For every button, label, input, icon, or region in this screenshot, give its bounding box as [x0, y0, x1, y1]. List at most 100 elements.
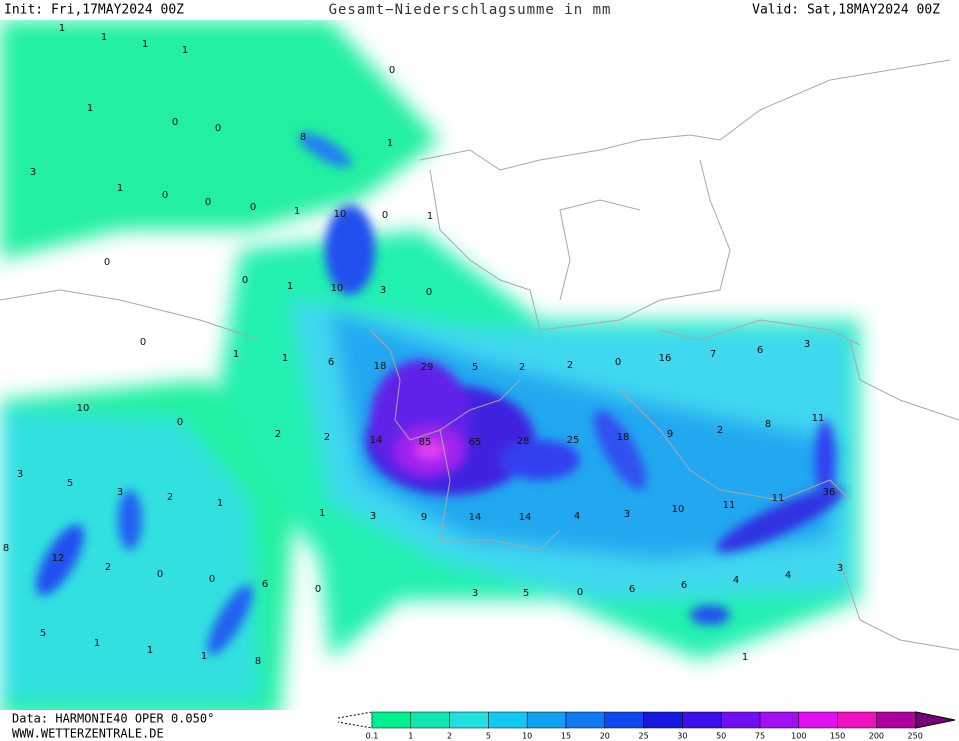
map-value-label: 1 — [427, 211, 433, 222]
legend-label: 150 — [830, 732, 845, 741]
map-value-label: 10 — [672, 504, 685, 515]
map-value-label: 6 — [629, 584, 635, 595]
map-value-label: 3 — [30, 167, 36, 178]
map-value-label: 18 — [374, 361, 387, 372]
map-value-label: 6 — [328, 357, 334, 368]
map-value-label: 5 — [523, 588, 529, 599]
legend-label: 2 — [447, 732, 452, 741]
map-value-label: 14 — [469, 512, 482, 523]
legend-swatch — [371, 711, 412, 729]
legend-label: 100 — [791, 732, 806, 741]
map-value-label: 14 — [519, 512, 532, 523]
map-value-label: 0 — [315, 584, 321, 595]
legend-label: 0.1 — [366, 732, 379, 741]
map-value-label: 4 — [785, 570, 791, 581]
map-value-label: 0 — [382, 210, 388, 221]
map-title: Gesamt−Niederschlagsumme in mm — [329, 2, 612, 18]
legend-label: 20 — [600, 732, 610, 741]
map-value-label: 1 — [387, 138, 393, 149]
map-value-label: 2 — [717, 425, 723, 436]
map-value-label: 8 — [765, 419, 771, 430]
map-value-label: 4 — [574, 511, 580, 522]
map-value-label: 85 — [419, 437, 432, 448]
map-value-label: 3 — [804, 339, 810, 350]
map-value-label: 16 — [659, 353, 672, 364]
map-value-label: 5 — [472, 362, 478, 373]
map-value-label: 1 — [742, 652, 748, 663]
map-value-label: 2 — [567, 360, 573, 371]
legend-label: 50 — [716, 732, 726, 741]
map-value-label: 2 — [167, 492, 173, 503]
legend-label: 25 — [639, 732, 649, 741]
map-value-label: 1 — [147, 645, 153, 656]
map-value-label: 29 — [421, 362, 434, 373]
legend-swatch — [837, 711, 877, 729]
map-value-label: 3 — [370, 511, 376, 522]
map-value-label: 65 — [469, 437, 482, 448]
map-value-label: 8 — [300, 132, 306, 143]
map-value-label: 0 — [389, 65, 395, 76]
map-value-label: 3 — [624, 509, 630, 520]
map-value-label: 7 — [710, 349, 716, 360]
map-value-label: 3 — [17, 469, 23, 480]
legend-swatch — [876, 711, 916, 729]
map-value-label: 9 — [667, 429, 673, 440]
legend-label: 10 — [522, 732, 532, 741]
legend-swatch — [410, 711, 450, 729]
map-value-label: 5 — [40, 628, 46, 639]
map-value-label: 2 — [275, 429, 281, 440]
map — [0, 20, 959, 710]
legend-label: 15 — [561, 732, 571, 741]
map-value-label: 10 — [331, 283, 344, 294]
legend-swatch — [526, 711, 567, 729]
valid-time: Valid: Sat,18MAY2024 00Z — [752, 3, 940, 18]
website: WWW.WETTERZENTRALE.DE — [12, 727, 164, 741]
map-value-label: 25 — [567, 435, 580, 446]
map-value-label: 0 — [140, 337, 146, 348]
map-value-label: 2 — [105, 562, 111, 573]
map-value-label: 8 — [255, 656, 261, 667]
map-value-label: 0 — [205, 197, 211, 208]
legend-swatch — [720, 711, 761, 729]
legend-swatch — [759, 711, 800, 729]
map-value-label: 6 — [262, 579, 268, 590]
map-value-label: 6 — [681, 580, 687, 591]
legend-swatch — [643, 711, 683, 729]
map-value-label: 1 — [217, 498, 223, 509]
map-value-label: 1 — [201, 651, 207, 662]
map-value-label: 1 — [233, 349, 239, 360]
map-value-label: 14 — [370, 435, 383, 446]
map-value-label: 1 — [182, 45, 188, 56]
legend-swatch — [604, 711, 644, 729]
map-value-label: 1 — [319, 508, 325, 519]
legend-swatch — [488, 711, 528, 729]
map-value-label: 5 — [67, 478, 73, 489]
map-value-label: 1 — [287, 281, 293, 292]
legend-label: 30 — [677, 732, 687, 741]
map-value-label: 0 — [104, 257, 110, 268]
legend-label: 1 — [408, 732, 413, 741]
legend-label: 200 — [869, 732, 884, 741]
map-value-label: 0 — [162, 190, 168, 201]
map-value-label: 1 — [142, 39, 148, 50]
legend-swatch — [682, 711, 722, 729]
map-value-label: 2 — [324, 432, 330, 443]
map-value-label: 6 — [757, 345, 763, 356]
map-value-label: 12 — [52, 553, 65, 564]
map-value-label: 0 — [172, 117, 178, 128]
map-value-label: 1 — [59, 23, 65, 34]
map-value-label: 4 — [733, 575, 739, 586]
legend-swatch — [449, 711, 489, 729]
map-value-label: 0 — [177, 417, 183, 428]
map-value-label: 8 — [3, 543, 9, 554]
color-legend: 0.1 1 2 5 10 15 20 25 30 50 75 100 150 200 250 — [337, 711, 956, 741]
map-value-label: 1 — [117, 183, 123, 194]
legend-label: 5 — [486, 732, 491, 741]
map-value-label: 1 — [94, 638, 100, 649]
map-value-label: 0 — [250, 202, 256, 213]
legend-label: 250 — [908, 732, 923, 741]
map-value-label: 0 — [615, 357, 621, 368]
map-value-label: 28 — [517, 436, 530, 447]
map-value-label: 18 — [617, 432, 630, 443]
